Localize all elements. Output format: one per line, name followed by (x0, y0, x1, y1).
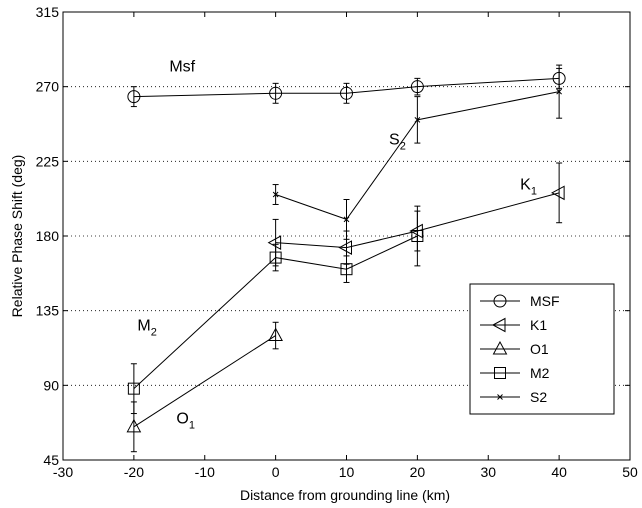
legend-marker-m2 (494, 367, 506, 379)
legend-label-s2: S2 (530, 389, 547, 405)
error-bar-o1 (272, 321, 279, 350)
series-line-o1 (133, 335, 276, 428)
data-point-o1 (126, 418, 142, 433)
x-stroke (343, 216, 350, 223)
error-bar-msf (343, 82, 350, 104)
data-point-o1 (268, 327, 283, 342)
error-bar-m2 (343, 255, 350, 283)
y-tick-label: 45 (43, 452, 59, 468)
error-bar-msf (272, 82, 279, 104)
data-point-s2 (414, 116, 421, 123)
series-m2 (127, 205, 424, 415)
annotation-subscript: 1 (531, 186, 537, 198)
legend-marker-s2 (497, 394, 503, 400)
data-point-msf (127, 90, 141, 104)
y-tick-label: 225 (36, 153, 60, 169)
x-tick-label: 0 (272, 464, 280, 480)
series-s2 (272, 64, 563, 240)
data-point-m2 (411, 230, 424, 242)
annotation-subscript: 2 (151, 327, 157, 339)
data-point-m2 (340, 263, 353, 276)
legend-label-msf: MSF (530, 293, 560, 309)
annotation-subscript: 2 (400, 141, 406, 153)
data-point-k1 (338, 240, 352, 255)
x-tick-label: 40 (551, 464, 567, 480)
legend-item-o1: O1 (480, 340, 549, 357)
series-layer (126, 64, 566, 453)
data-point-msf (340, 86, 353, 100)
legend-item-msf: MSF (480, 293, 560, 309)
x-tick-label: 30 (480, 464, 496, 480)
x-tick-label: 20 (410, 464, 426, 480)
y-axis-label: Relative Phase Shift (deg) (9, 155, 25, 318)
series-line-k1 (275, 192, 560, 249)
data-point-msf (269, 86, 283, 100)
series-line-s2 (275, 91, 560, 221)
x-stroke (556, 88, 562, 95)
x-tick-label: -20 (124, 464, 144, 480)
y-tick-label: 315 (36, 4, 60, 20)
legend-marker-o1 (492, 340, 508, 355)
legend-marker-k1 (491, 317, 506, 333)
x-stroke (414, 116, 421, 123)
error-bar-m2 (130, 363, 137, 415)
x-tick-label: -30 (53, 464, 73, 480)
legend-label-m2: M2 (530, 365, 550, 381)
x-tick-label: 50 (622, 464, 638, 480)
data-point-k1 (551, 185, 565, 201)
y-tick-label: 90 (43, 377, 59, 393)
series-msf (127, 67, 566, 108)
axis-ticks: -30 -20 -10 0 10 20 30 40 50 45 90 135 180 225 270 315 (36, 4, 638, 480)
data-point-m2 (269, 251, 282, 264)
x-axis-label: Distance from grounding line (km) (240, 487, 450, 503)
y-tick-label: 180 (36, 228, 60, 244)
data-point-msf (410, 80, 424, 94)
series-line-m2 (133, 235, 418, 390)
x-tick-label: -10 (195, 464, 215, 480)
annotation-msf: Msf (169, 59, 195, 76)
x-stroke (497, 394, 503, 400)
annotation-subscript: 1 (189, 419, 195, 431)
legend-marker-msf (493, 294, 507, 308)
x-tick-label: 10 (339, 464, 355, 480)
y-tick-label: 135 (36, 303, 60, 319)
data-point-m2 (127, 382, 140, 395)
legend-label-k1: K1 (530, 317, 547, 333)
data-point-s2 (343, 216, 350, 223)
data-point-k1 (267, 235, 282, 250)
error-bar-msf (130, 86, 137, 108)
legend-item-s2: S2 (480, 389, 547, 405)
error-bar-k1 (556, 162, 563, 224)
error-bar-m2 (272, 243, 279, 272)
error-bar-m2 (414, 205, 421, 267)
x-stroke (272, 191, 279, 198)
data-point-s2 (556, 88, 562, 95)
legend-item-m2: M2 (480, 365, 550, 381)
legend-label-o1: O1 (530, 341, 549, 357)
data-point-s2 (272, 191, 279, 198)
y-tick-label: 270 (36, 79, 60, 95)
legend-item-k1: K1 (480, 317, 547, 333)
legend: MSF K1 O1 M2 S2 (469, 283, 615, 415)
